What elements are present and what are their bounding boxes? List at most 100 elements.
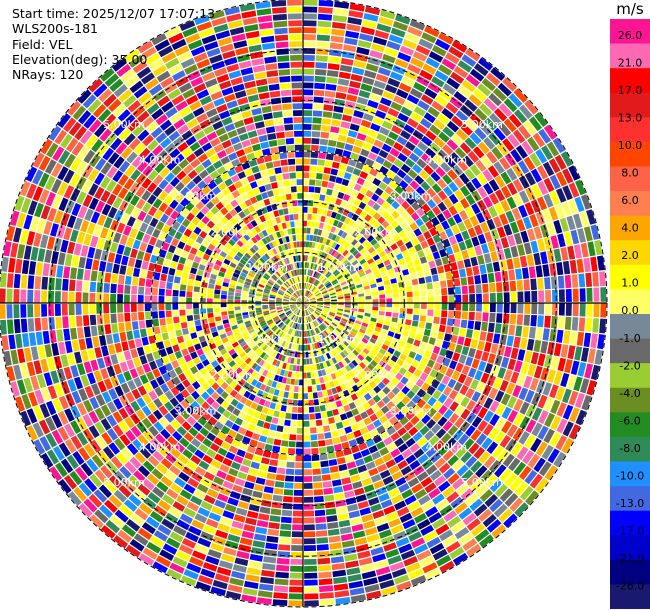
ppi-gate <box>121 341 129 352</box>
ppi-gate <box>104 499 118 514</box>
ppi-gate <box>344 426 353 434</box>
ppi-gate <box>460 488 474 501</box>
ppi-gate <box>442 238 451 248</box>
ppi-gate <box>424 25 440 38</box>
ppi-gate <box>417 271 424 278</box>
ppi-gate <box>241 193 249 201</box>
ppi-gate <box>423 230 432 240</box>
ppi-gate <box>196 113 208 123</box>
ppi-gate <box>303 296 305 303</box>
ppi-gate <box>165 107 178 119</box>
ppi-gate <box>211 401 220 410</box>
ppi-gate <box>304 572 318 579</box>
ppi-gate <box>379 332 387 339</box>
ppi-gate <box>454 251 463 262</box>
ppi-gate <box>344 37 358 46</box>
ppi-gate <box>222 282 229 288</box>
ppi-gate <box>290 305 296 308</box>
ppi-gate <box>165 217 175 227</box>
ppi-gate <box>149 58 164 71</box>
ppi-gate <box>319 585 334 593</box>
ppi-gate <box>307 309 311 315</box>
ppi-gate <box>425 506 439 518</box>
ppi-gate <box>419 425 430 436</box>
ppi-gate <box>476 381 486 393</box>
ppi-gate <box>396 88 409 99</box>
ppi-gate <box>330 556 344 564</box>
ppi-gate <box>131 321 139 330</box>
ppi-gate <box>285 310 291 314</box>
ppi-gate <box>317 391 323 398</box>
ppi-gate <box>283 304 289 307</box>
ppi-gate <box>303 158 310 165</box>
ppi-gate <box>367 199 376 208</box>
ppi-gate <box>307 308 312 314</box>
ppi-gate <box>269 299 275 302</box>
ppi-gate <box>307 213 312 220</box>
ppi-gate <box>262 305 268 308</box>
ppi-gate <box>303 297 307 303</box>
ppi-gate <box>307 344 311 351</box>
ppi-gate <box>325 345 331 352</box>
ppi-gate <box>421 32 437 44</box>
ppi-gate <box>158 303 165 311</box>
ppi-gate <box>318 446 327 454</box>
ppi-gate <box>32 152 45 168</box>
ppi-gate <box>194 543 209 554</box>
ppi-gate <box>344 553 358 562</box>
ppi-gate <box>214 364 222 373</box>
ppi-gate <box>230 372 238 380</box>
ppi-gate <box>319 315 325 320</box>
ppi-gate <box>72 451 85 466</box>
ppi-gate <box>220 156 230 165</box>
ppi-gate <box>250 220 258 228</box>
ppi-gate <box>330 323 337 329</box>
ppi-gate <box>101 391 112 404</box>
ppi-gate <box>88 183 99 197</box>
ppi-gate <box>137 434 149 446</box>
ppi-gate <box>545 290 552 302</box>
ppi-gate <box>305 344 308 351</box>
ppi-gate <box>368 208 377 217</box>
ppi-gate <box>362 142 373 151</box>
ppi-gate <box>277 551 290 558</box>
ppi-gate <box>408 426 419 437</box>
ppi-gate <box>231 324 238 330</box>
ppi-gate <box>267 465 277 473</box>
ppi-gate <box>388 131 399 141</box>
ppi-gate <box>444 52 460 65</box>
ppi-gate <box>268 387 276 395</box>
ppi-gate <box>322 310 329 314</box>
ppi-gate <box>238 228 246 236</box>
ppi-gate <box>259 383 267 391</box>
ppi-gate <box>451 115 464 128</box>
ppi-gate <box>190 495 203 506</box>
ppi-gate <box>260 334 267 340</box>
ppi-gate <box>386 196 395 205</box>
ppi-gate <box>116 352 125 363</box>
ppi-gate <box>391 261 399 268</box>
ppi-gate <box>484 231 493 243</box>
ppi-gate <box>41 304 48 317</box>
ppi-gate <box>332 437 341 445</box>
ppi-gate <box>312 207 318 214</box>
ppi-gate <box>323 296 330 299</box>
ppi-gate <box>326 337 332 343</box>
ppi-gate <box>401 489 414 499</box>
ppi-gate <box>89 281 97 293</box>
ppi-gate <box>460 408 471 420</box>
ppi-gate <box>160 76 174 89</box>
ppi-gate <box>544 315 551 328</box>
ppi-gate <box>297 300 303 303</box>
ppi-gate <box>356 317 363 322</box>
ppi-gate <box>205 333 213 340</box>
ppi-gate <box>352 222 360 230</box>
ppi-gate <box>538 128 551 144</box>
ppi-gate <box>530 199 541 213</box>
ppi-gate <box>186 501 200 512</box>
ppi-gate <box>314 242 319 249</box>
ppi-gate <box>396 401 406 410</box>
ppi-gate <box>289 313 294 319</box>
ppi-gate <box>255 307 262 311</box>
ppi-gate <box>297 299 303 303</box>
